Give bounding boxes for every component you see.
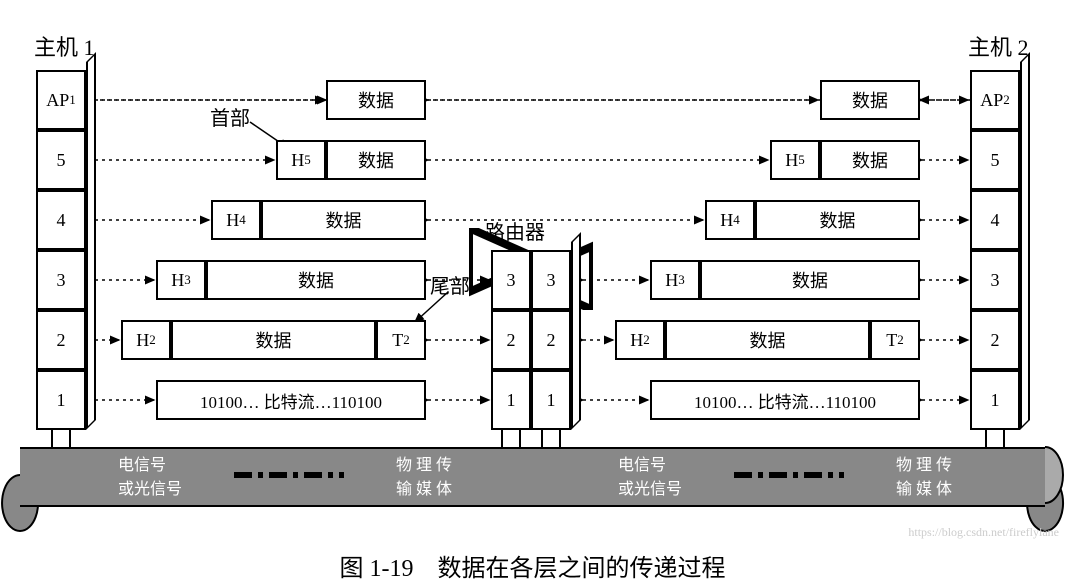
right-pdu-ap: 数据 [820, 80, 920, 120]
stack-3d [86, 52, 96, 430]
router-left-2: 2 [491, 310, 531, 370]
medium-label: 电信号或光信号 物 理 传输 媒 体 [610, 449, 960, 501]
right-h4: H4 [705, 200, 755, 240]
stack-3d [1020, 52, 1030, 430]
router-left-1: 1 [491, 370, 531, 430]
host1-layer-5: 5 [36, 130, 86, 190]
router-3d [571, 232, 581, 430]
host1-layer-4: 4 [36, 190, 86, 250]
diagram-root: 电信号或光信号 物 理 传输 媒 体 电信号或光信号 物 理 传输 媒 体 AP… [0, 0, 1065, 588]
left-d5: 数据 [326, 140, 426, 180]
router-right-1: 1 [531, 370, 571, 430]
left-h4: H4 [211, 200, 261, 240]
right-bits: 10100… 比特流…110100 [650, 380, 920, 420]
left-d3: 数据 [206, 260, 426, 300]
label-host1: 主机 1 [34, 30, 95, 62]
left-d4: 数据 [261, 200, 426, 240]
left-h2: H2 [121, 320, 171, 360]
host1-ap: AP1 [36, 70, 86, 130]
left-t2: T2 [376, 320, 426, 360]
label-host2: 主机 2 [968, 30, 1029, 62]
caption: 图 1-19 数据在各层之间的传递过程 [0, 548, 1065, 583]
router-left-3: 3 [491, 250, 531, 310]
right-t2: T2 [870, 320, 920, 360]
host1-layer-2: 2 [36, 310, 86, 370]
host2-layer-4: 4 [970, 190, 1020, 250]
host2-layer-1: 1 [970, 370, 1020, 430]
left-h3: H3 [156, 260, 206, 300]
router-right-3: 3 [531, 250, 571, 310]
medium-label: 电信号或光信号 物 理 传输 媒 体 [110, 449, 460, 501]
left-pdu-ap: 数据 [326, 80, 426, 120]
router-right-2: 2 [531, 310, 571, 370]
left-d2: 数据 [171, 320, 376, 360]
right-h3: H3 [650, 260, 700, 300]
host1-layer-3: 3 [36, 250, 86, 310]
right-h2: H2 [615, 320, 665, 360]
label-trailer: 尾部 [430, 270, 470, 299]
right-d3: 数据 [700, 260, 920, 300]
left-bits: 10100… 比特流…110100 [156, 380, 426, 420]
right-d4: 数据 [755, 200, 920, 240]
label-header: 首部 [210, 102, 250, 131]
right-d2: 数据 [665, 320, 870, 360]
watermark: https://blog.csdn.net/fireflylane [908, 525, 1059, 540]
label-router: 路由器 [485, 216, 545, 245]
host2-ap: AP2 [970, 70, 1020, 130]
right-d5: 数据 [820, 140, 920, 180]
host2-layer-3: 3 [970, 250, 1020, 310]
right-h5: H5 [770, 140, 820, 180]
host2-layer-2: 2 [970, 310, 1020, 370]
left-h5: H5 [276, 140, 326, 180]
host1-layer-1: 1 [36, 370, 86, 430]
host2-layer-5: 5 [970, 130, 1020, 190]
